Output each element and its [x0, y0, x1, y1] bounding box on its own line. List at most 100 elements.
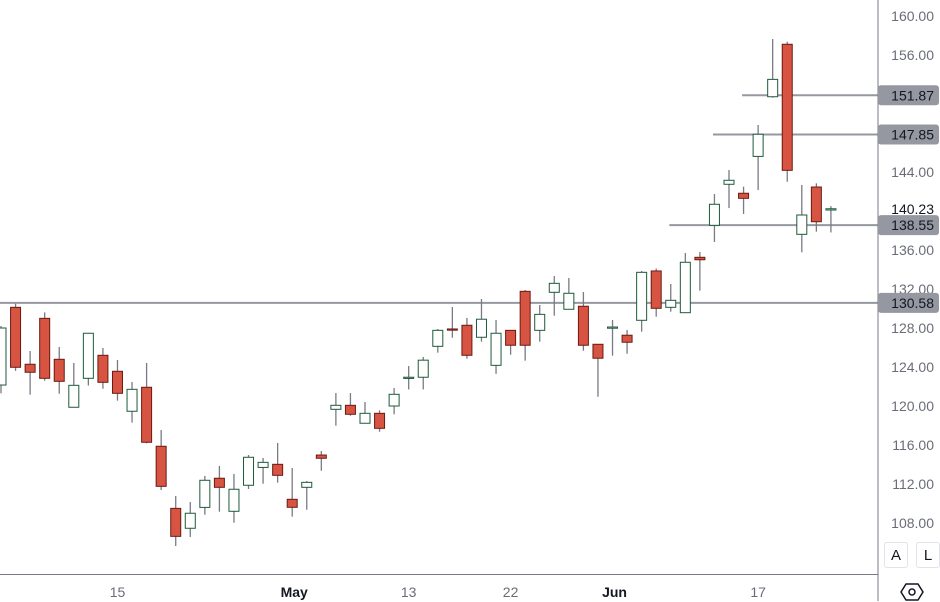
candle [388, 387, 400, 415]
candle-body [24, 363, 36, 373]
candle [301, 481, 313, 510]
candle [272, 442, 284, 483]
price-badge-label: 151.87 [891, 87, 934, 103]
candle-body [155, 445, 167, 487]
candle-body [548, 282, 560, 293]
time-axis[interactable]: 15 May 13 22 Jun 17 [110, 584, 766, 600]
candle [97, 347, 109, 389]
settings-hexagon-icon[interactable] [900, 582, 924, 602]
candle-body [257, 461, 269, 468]
candle [141, 363, 153, 444]
candle-body [810, 186, 822, 223]
candle-body [344, 404, 356, 415]
candle [577, 292, 589, 351]
candle-body [519, 290, 531, 346]
price-tick-label: 128.00 [891, 320, 934, 336]
price-badge-label: 138.55 [891, 217, 934, 233]
candle [446, 307, 458, 338]
current-price-label: 140.23 [891, 201, 934, 217]
candle [199, 476, 211, 515]
candle-body [374, 412, 386, 429]
price-badge-label: 130.58 [891, 295, 934, 311]
price-tick-label: 144.00 [891, 164, 934, 180]
candle-body [111, 370, 123, 394]
candle-body [796, 214, 808, 235]
candle [286, 468, 298, 517]
candle-body [97, 354, 109, 383]
candle [82, 332, 94, 386]
candle [10, 303, 22, 371]
candle [461, 317, 473, 359]
log-scale-button[interactable]: L [916, 542, 940, 568]
candle-body [199, 479, 211, 508]
candle-body [563, 292, 575, 310]
candle [796, 184, 808, 253]
candle-body [694, 256, 706, 261]
candle-body [10, 306, 22, 368]
candle [490, 320, 502, 374]
candle-body [505, 329, 517, 346]
price-tick-label: 112.00 [892, 476, 934, 492]
candle-body [359, 412, 371, 424]
level-lines [0, 94, 878, 304]
candle-body [446, 328, 458, 331]
candle-body [461, 324, 473, 356]
candle [708, 194, 720, 243]
candle [432, 328, 444, 353]
candle-body [490, 332, 502, 366]
candle [752, 125, 764, 191]
candle-body [126, 388, 138, 412]
candle [810, 183, 822, 232]
candle [24, 351, 36, 395]
price-badge [878, 85, 939, 106]
candle-body [68, 384, 80, 408]
candle [679, 253, 691, 314]
candle-body [607, 326, 619, 329]
time-tick-label: 17 [750, 584, 766, 600]
price-axis[interactable]: 160.00156.00144.00136.00132.00128.00124.… [891, 8, 934, 531]
candle-body [621, 334, 633, 343]
auto-scale-button[interactable]: A [884, 542, 908, 568]
time-tick-label: 13 [401, 584, 417, 600]
candle [738, 186, 750, 214]
candle [534, 304, 546, 342]
candle [315, 451, 327, 471]
candle [359, 402, 371, 424]
candle-body [286, 498, 298, 508]
candle-body [301, 481, 313, 488]
candle-body [708, 203, 720, 226]
time-tick-label: May [281, 584, 308, 600]
price-badge [878, 292, 939, 313]
price-badge [878, 124, 939, 145]
price-tick-label: 120.00 [891, 398, 934, 414]
candle-body [170, 507, 182, 537]
price-tick-label: 160.00 [891, 8, 934, 24]
candle-body [82, 332, 94, 379]
candle-body [723, 179, 735, 185]
candle [475, 299, 487, 342]
candle-body [417, 359, 429, 378]
candle [505, 329, 517, 355]
candle [767, 39, 779, 98]
candle-body [781, 43, 793, 171]
candle-body [315, 454, 327, 459]
candle-body [53, 358, 65, 382]
candle-body [650, 270, 662, 309]
time-tick-label: Jun [602, 584, 627, 600]
candle [563, 277, 575, 310]
candle [374, 410, 386, 432]
candle [650, 268, 662, 317]
candle-body [272, 463, 284, 476]
candle-body [39, 317, 51, 379]
candle [170, 495, 182, 547]
candle-body [767, 78, 779, 98]
candle [184, 502, 196, 538]
price-tick-label: 156.00 [891, 47, 934, 63]
candle-body [592, 343, 604, 359]
candle [53, 347, 65, 394]
candle [548, 276, 560, 316]
candle [228, 473, 240, 523]
candle-body [825, 208, 837, 211]
candle [330, 393, 342, 426]
